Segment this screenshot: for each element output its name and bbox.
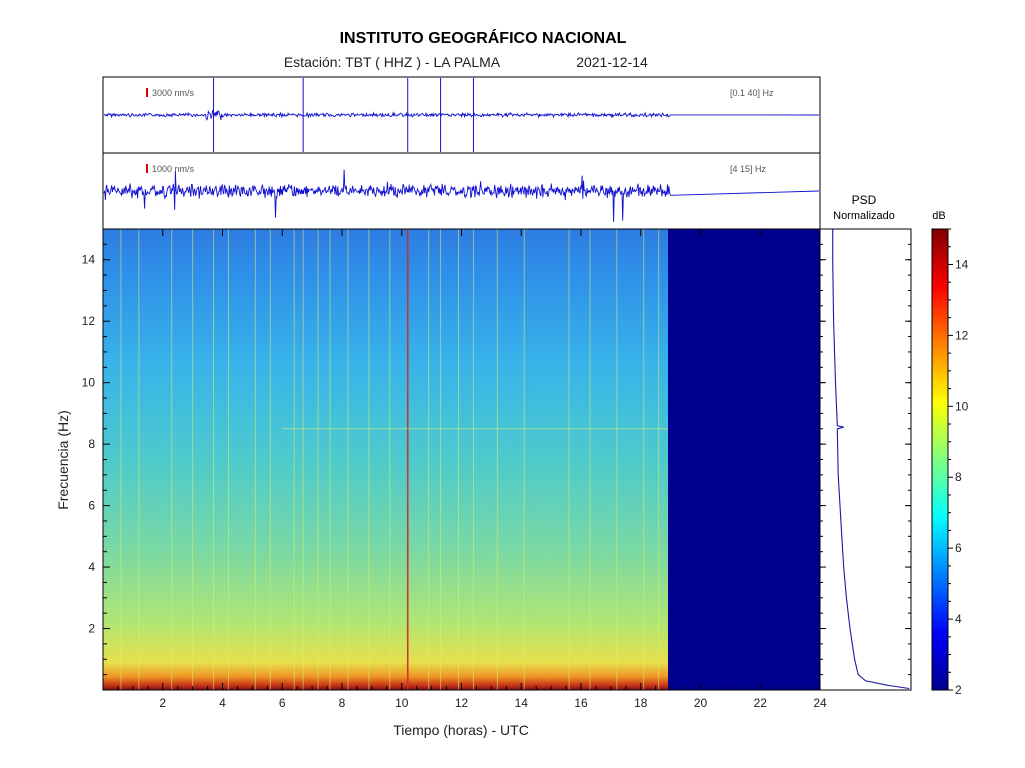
- psd-title: PSD: [852, 193, 877, 207]
- waveform-trace-filtered: [103, 169, 820, 223]
- waveform-line: [103, 169, 820, 223]
- psd-ticks: [820, 228, 911, 691]
- x-tick-label: 4: [219, 696, 226, 710]
- colorbar-tick-label: 4: [955, 612, 962, 626]
- colorbar-tick-label: 12: [955, 328, 969, 342]
- x-tick-label: 10: [395, 696, 409, 710]
- colorbar-tick-label: 14: [955, 257, 969, 271]
- y-tick-label: 2: [88, 622, 95, 636]
- scale-marker-2: [146, 164, 148, 173]
- spectrogram-event-lines: [120, 229, 671, 690]
- psd-subtitle: Normalizado: [833, 210, 895, 222]
- figure-title: INSTITUTO GEOGRÁFICO NACIONAL: [340, 28, 627, 47]
- x-tick-label: 24: [813, 696, 827, 710]
- trace1-band-label: [0.1 40] Hz: [730, 88, 774, 98]
- psd-curve: [832, 229, 910, 690]
- colorbar: dB 2 4 6 8 10 12 14: [931, 210, 969, 697]
- colorbar-tick-label: 2: [955, 683, 962, 697]
- x-tick-label: 18: [634, 696, 648, 710]
- colorbar-tick-label: 10: [955, 399, 969, 413]
- trace2-scale-label: 1000 nm/s: [152, 164, 195, 174]
- y-tick-label: 14: [82, 253, 96, 267]
- waveform-trace-broadband: [103, 78, 820, 152]
- trace1-scale-label: 3000 nm/s: [152, 88, 195, 98]
- colorbar-tick-label: 6: [955, 541, 962, 555]
- colorbar-label: dB: [932, 210, 945, 222]
- y-tick-label: 6: [88, 499, 95, 513]
- waveform-panel-broadband: 3000 nm/s [0.1 40] Hz: [102, 76, 821, 154]
- no-data-region: [668, 229, 820, 690]
- colorbar-tick-label: 8: [955, 470, 962, 484]
- psd-frame: [819, 228, 912, 691]
- station-label: Estación: TBT ( HHZ ) - LA PALMA: [284, 54, 501, 70]
- y-tick-label: 12: [82, 314, 96, 328]
- colorbar-ticks: 2 4 6 8 10 12 14: [948, 228, 969, 697]
- x-tick-label: 12: [455, 696, 469, 710]
- x-tick-label: 22: [754, 696, 768, 710]
- y-tick-label: 4: [88, 560, 95, 574]
- scale-marker-1: [146, 88, 148, 97]
- y-tick-label: 10: [82, 376, 96, 390]
- waveform-panel-filtered: 1000 nm/s [4 15] Hz: [102, 152, 821, 230]
- x-tick-label: 16: [574, 696, 588, 710]
- y-axis-ticks: 2 4 6 8 10 12 14: [82, 228, 110, 691]
- y-axis-label: Frecuencia (Hz): [55, 410, 71, 510]
- date-label: 2021-12-14: [576, 54, 648, 70]
- x-tick-label: 14: [515, 696, 529, 710]
- x-tick-label: 8: [339, 696, 346, 710]
- x-tick-label: 20: [694, 696, 708, 710]
- psd-panel: PSD Normalizado: [819, 193, 912, 691]
- spectrogram-noise: [103, 229, 668, 690]
- x-axis-label: Tiempo (horas) - UTC: [393, 722, 529, 738]
- waveform-line: [103, 109, 820, 121]
- x-tick-label: 6: [279, 696, 286, 710]
- colorbar-gradient: [931, 228, 949, 691]
- x-axis-ticks: 2 4 6 8 10 12 14 16 18 20 22 24: [102, 229, 827, 710]
- trace2-band-label: [4 15] Hz: [730, 164, 767, 174]
- x-tick-label: 2: [159, 696, 166, 710]
- y-tick-label: 8: [88, 437, 95, 451]
